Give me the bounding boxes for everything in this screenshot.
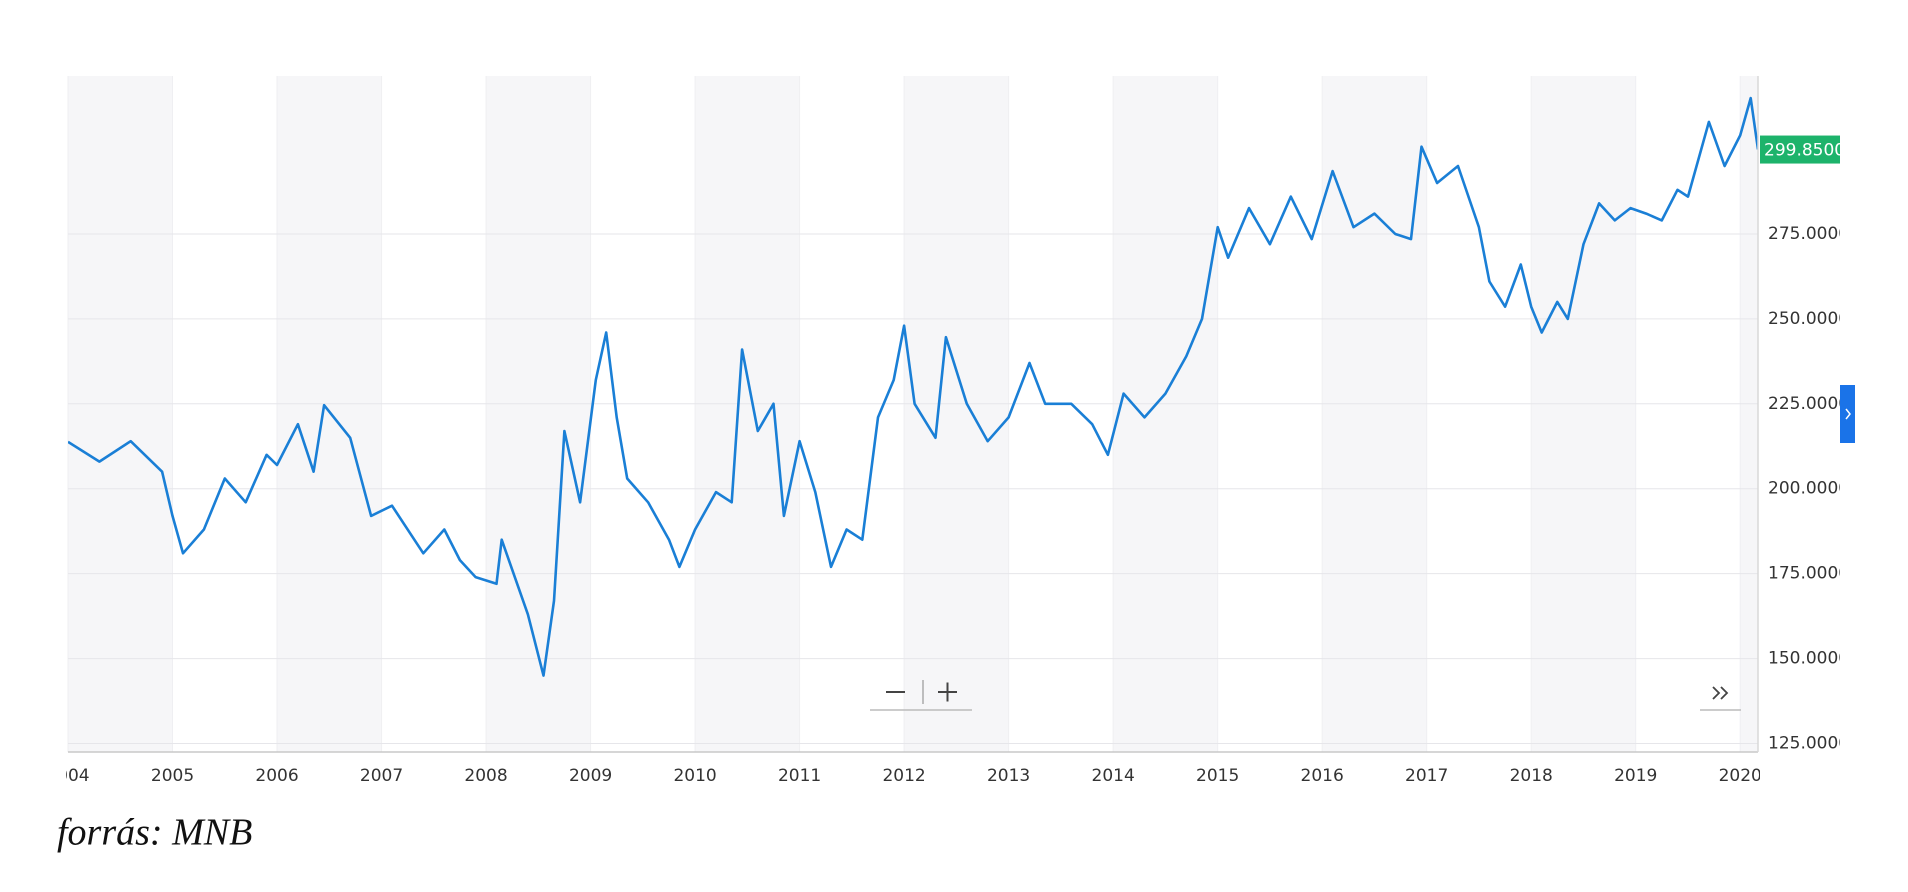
x-tick-label: 2015 — [1196, 766, 1239, 786]
y-axis: 125.0000 150.0000 175.0000 200.0000 225.0000… — [1760, 135, 1849, 754]
x-tick-label: 2016 — [1301, 766, 1344, 786]
x-tick-label: 2006 — [255, 766, 298, 786]
zoom-controls[interactable] — [870, 680, 972, 711]
x-tick-label: 2013 — [987, 766, 1030, 786]
year-band — [277, 76, 382, 752]
y-tick-label: 200.0000 — [1768, 479, 1849, 499]
y-tick-label: 225.0000 — [1768, 394, 1849, 414]
plot-area — [68, 96, 1758, 677]
year-band — [1322, 76, 1427, 752]
price-line — [68, 96, 1758, 677]
x-tick-label: 2011 — [778, 766, 821, 786]
x-tick-label: 2018 — [1510, 766, 1553, 786]
year-band — [1740, 76, 1758, 752]
year-band — [1113, 76, 1218, 752]
side-tab[interactable] — [1840, 385, 1855, 443]
x-tick-label: 2019 — [1614, 766, 1657, 786]
x-tick-label: 2007 — [360, 766, 403, 786]
x-tick-label: 2004 — [46, 766, 89, 786]
x-axis: 2004 2005 2006 2007 2008 2009 2010 2011 2012 2013… — [46, 766, 1762, 786]
x-tick-label: 2005 — [151, 766, 194, 786]
x-tick-label: 2014 — [1092, 766, 1135, 786]
y-tick-label: 150.0000 — [1768, 649, 1849, 669]
source-caption: forrás: MNB — [57, 812, 252, 854]
year-band — [695, 76, 800, 752]
y-tick-label: 125.0000 — [1768, 734, 1849, 754]
y-tick-label: 250.0000 — [1768, 309, 1849, 329]
y-tick-label: 175.0000 — [1768, 564, 1849, 584]
last-price-tag — [1760, 135, 1840, 164]
x-tick-label: 2009 — [569, 766, 612, 786]
x-tick-label: 2020 — [1719, 766, 1762, 786]
year-band — [486, 76, 591, 752]
x-tick-label: 2017 — [1405, 766, 1448, 786]
grid — [67, 76, 1758, 752]
year-band — [68, 76, 173, 752]
last-price-label: 299.8500 — [1764, 141, 1845, 161]
y-tick-label: 275.0000 — [1768, 224, 1849, 244]
x-tick-label: 2012 — [882, 766, 925, 786]
year-band — [1531, 76, 1636, 752]
scroll-right-button[interactable] — [1700, 686, 1741, 711]
x-tick-label: 2008 — [464, 766, 507, 786]
x-tick-label: 2010 — [673, 766, 716, 786]
